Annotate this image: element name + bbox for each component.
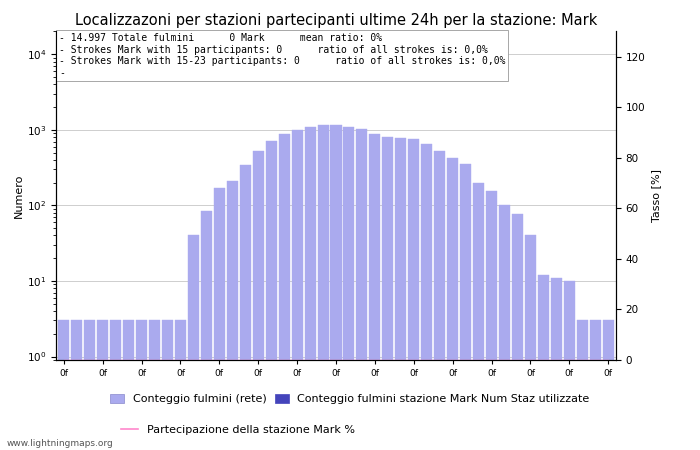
- Bar: [421, 144, 433, 450]
- Bar: [447, 158, 458, 450]
- Bar: [512, 214, 523, 450]
- Bar: [227, 181, 238, 450]
- Legend: Partecipazione della stazione Mark %: Partecipazione della stazione Mark %: [121, 425, 355, 436]
- Bar: [330, 125, 342, 450]
- Bar: [149, 320, 160, 450]
- Bar: [551, 278, 562, 450]
- Bar: [344, 127, 354, 450]
- Bar: [356, 130, 368, 450]
- Y-axis label: Numero: Numero: [14, 174, 24, 218]
- Bar: [266, 140, 276, 450]
- Bar: [292, 130, 302, 450]
- Bar: [473, 183, 484, 450]
- Bar: [136, 320, 147, 450]
- Bar: [201, 211, 212, 450]
- Text: www.lightningmaps.org: www.lightningmaps.org: [7, 439, 113, 448]
- Bar: [603, 320, 614, 450]
- Bar: [188, 235, 199, 450]
- Bar: [318, 125, 328, 450]
- Bar: [538, 275, 549, 450]
- Bar: [486, 191, 497, 450]
- Bar: [304, 127, 316, 450]
- Bar: [408, 139, 419, 450]
- Bar: [214, 188, 225, 450]
- Bar: [564, 281, 575, 450]
- Bar: [239, 165, 251, 450]
- Text: - 14.997 Totale fulmini      0 Mark      mean ratio: 0%
- Strokes Mark with 15 p: - 14.997 Totale fulmini 0 Mark mean rati…: [59, 33, 505, 78]
- Y-axis label: Tasso [%]: Tasso [%]: [651, 169, 661, 222]
- Bar: [577, 320, 588, 450]
- Bar: [370, 135, 380, 450]
- Bar: [395, 139, 406, 450]
- Legend: Conteggio fulmini (rete), Conteggio fulmini stazione Mark Num Staz utilizzate: Conteggio fulmini (rete), Conteggio fulm…: [111, 393, 589, 404]
- Bar: [97, 320, 108, 450]
- Bar: [84, 320, 95, 450]
- Bar: [110, 320, 121, 450]
- Bar: [71, 320, 83, 450]
- Bar: [58, 320, 69, 450]
- Bar: [434, 151, 445, 450]
- Bar: [253, 151, 264, 450]
- Title: Localizzazoni per stazioni partecipanti ultime 24h per la stazione: Mark: Localizzazoni per stazioni partecipanti …: [75, 13, 597, 27]
- Bar: [175, 320, 186, 450]
- Bar: [162, 320, 173, 450]
- Bar: [460, 164, 471, 450]
- Bar: [589, 320, 601, 450]
- Bar: [382, 137, 393, 450]
- Bar: [123, 320, 134, 450]
- Bar: [279, 135, 290, 450]
- Bar: [499, 205, 510, 450]
- Bar: [525, 235, 536, 450]
